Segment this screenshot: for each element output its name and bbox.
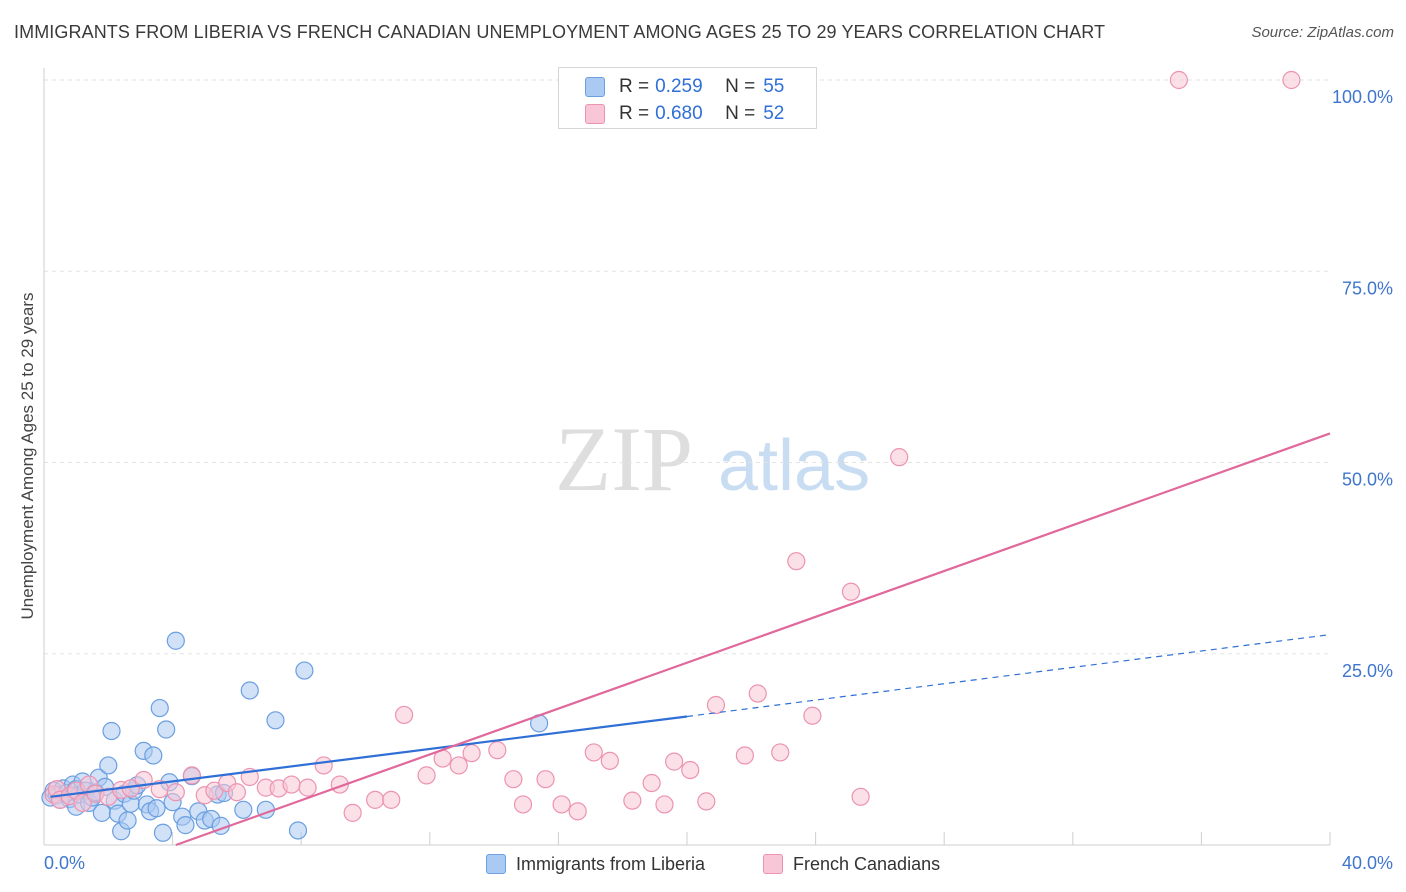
x-tick-label: 40.0% [1342, 853, 1393, 873]
legend-n-label: N = [725, 76, 756, 97]
point-french-canadian [890, 448, 909, 467]
point-liberia [266, 711, 285, 730]
point-liberia [150, 698, 169, 718]
point-french-canadian [282, 775, 301, 794]
point-french-canadian [706, 695, 726, 715]
point-french-canadian [600, 751, 619, 770]
point-liberia [92, 803, 111, 822]
point-french-canadian [568, 802, 587, 821]
point-french-canadian [314, 756, 333, 775]
point-french-canadian [552, 795, 571, 814]
point-french-canadian [1282, 70, 1301, 90]
point-liberia [153, 823, 173, 842]
y-tick-label: 25.0% [1342, 661, 1393, 681]
point-liberia [166, 631, 185, 650]
point-liberia [157, 720, 176, 739]
x-tick-label: 0.0% [44, 853, 85, 873]
point-french-canadian [449, 756, 468, 775]
trendline-liberia [50, 715, 688, 798]
point-liberia [234, 800, 253, 819]
legend-swatch-liberia [585, 77, 605, 97]
point-liberia [147, 799, 166, 818]
point-french-canadian [382, 790, 401, 809]
trendline-french-canadians [175, 432, 1331, 847]
point-french-canadian [182, 766, 201, 785]
point-french-canadian [771, 743, 790, 762]
point-french-canadian [803, 706, 822, 725]
point-french-canadian [536, 770, 555, 789]
point-french-canadian [584, 743, 603, 762]
chart-title: IMMIGRANTS FROM LIBERIA VS FRENCH CANADI… [14, 22, 1106, 42]
point-french-canadian [504, 770, 523, 789]
point-french-canadian [343, 803, 362, 822]
bottom-legend-liberia: Immigrants from Liberia [486, 852, 705, 876]
point-french-canadian [488, 741, 507, 760]
point-french-canadian [166, 783, 185, 802]
point-french-canadian [697, 792, 716, 811]
legend-r-label: R = [619, 76, 650, 97]
point-liberia [99, 756, 118, 775]
point-liberia [295, 661, 314, 680]
legend-r-value-liberia: 0.259 [655, 76, 703, 97]
bottom-legend-label-liberia: Immigrants from Liberia [516, 853, 706, 874]
stats-legend: R = 0.259 N = 55 R = 0.680 N = 52 [558, 67, 817, 129]
legend-row-liberia: R = 0.259 N = 55 [585, 74, 784, 100]
y-tick-label: 100.0% [1332, 87, 1393, 107]
point-liberia [176, 816, 195, 835]
legend-n-value-liberia: 55 [763, 76, 785, 97]
point-french-canadian [748, 684, 767, 703]
point-french-canadian [1169, 70, 1188, 90]
point-liberia [144, 746, 163, 765]
y-tick-label: 75.0% [1342, 278, 1393, 298]
point-french-canadian [73, 793, 92, 813]
point-french-canadian [642, 773, 661, 793]
point-liberia [288, 821, 308, 840]
bottom-legend-swatch-french-canadians [763, 854, 783, 874]
point-french-canadian [841, 582, 861, 601]
legend-r-label: R = [619, 103, 650, 124]
point-liberia [118, 811, 137, 830]
point-french-canadian [366, 790, 385, 809]
trendline-liberia-extension [686, 634, 1331, 718]
bottom-legend-french-canadians: French Canadians [763, 852, 940, 876]
bottom-legend-swatch-liberia [486, 854, 506, 874]
point-french-canadian [394, 705, 414, 725]
point-french-canadian [655, 795, 674, 814]
point-liberia [102, 721, 121, 741]
point-french-canadian [513, 795, 533, 814]
point-liberia [240, 681, 259, 700]
legend-row-french-canadians: R = 0.680 N = 52 [585, 101, 784, 127]
point-french-canadian [462, 744, 481, 763]
legend-swatch-french-canadians [585, 104, 605, 124]
point-french-canadian [787, 552, 806, 571]
point-french-canadian [681, 760, 700, 780]
point-french-canadian [417, 766, 436, 785]
legend-r-value-french-canadians: 0.680 [655, 103, 703, 124]
point-french-canadian [851, 787, 870, 806]
point-french-canadian [227, 783, 246, 802]
watermark-zip: ZIP [555, 408, 693, 510]
legend-n-value-french-canadians: 52 [763, 103, 785, 124]
point-french-canadian [665, 752, 684, 771]
point-french-canadian [623, 791, 642, 810]
bottom-legend-label-french-canadians: French Canadians [793, 853, 941, 874]
source-label: Source: ZipAtlas.com [1251, 24, 1394, 41]
point-french-canadian [298, 778, 317, 797]
y-tick-label: 50.0% [1342, 470, 1393, 490]
watermark-atlas: atlas [718, 426, 870, 506]
legend-n-label: N = [725, 103, 756, 124]
point-french-canadian [735, 746, 754, 765]
